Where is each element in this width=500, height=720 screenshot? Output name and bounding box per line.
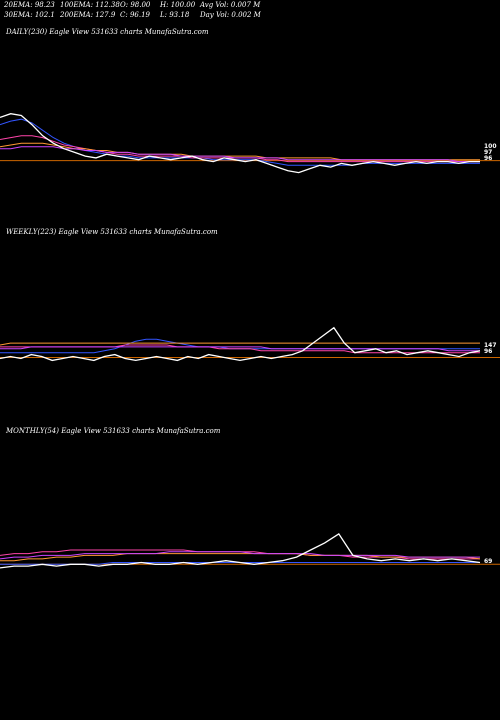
stat-avg-vol: Avg Vol: 0.007 M — [200, 1, 261, 9]
stat-30ema: 30EMA: 102.1 — [4, 11, 55, 19]
series-ema-orange — [0, 342, 480, 346]
stat-20ema: 20EMA: 98.23 — [4, 1, 55, 9]
stat-close: C: 96.19 — [120, 11, 150, 19]
series-price — [0, 113, 480, 174]
monthly-chart: 69 — [0, 533, 500, 569]
monthly-panel-label: MONTHLY(54) Eagle View 531633 charts Mun… — [6, 427, 221, 435]
price-tick-label: 100 — [484, 143, 497, 150]
stat-open: O: 98.00 — [120, 1, 151, 9]
stat-low: L: 93.18 — [160, 11, 190, 19]
price-tick-label: 69 — [484, 558, 492, 565]
price-tick-label: 147 — [484, 342, 497, 349]
daily-panel-label: DAILY(230) Eagle View 531633 charts Muna… — [6, 28, 209, 36]
weekly-panel-label: WEEKLY(223) Eagle View 531633 charts Mun… — [6, 228, 218, 236]
stat-day-vol: Day Vol: 0.002 M — [200, 11, 261, 19]
price-tick-label: 97 — [484, 149, 492, 156]
stat-200ema: 200EMA: 127.9 — [60, 11, 116, 19]
series-ema-purple — [0, 346, 480, 352]
price-tick-label: 96 — [484, 348, 492, 355]
price-tick-label: 96 — [484, 155, 492, 162]
series-ema-purple — [0, 146, 480, 163]
series-ema-purple — [0, 551, 480, 560]
series-price — [0, 326, 481, 362]
series-price — [0, 533, 481, 569]
series-ema-orange — [0, 553, 481, 562]
stat-100ema: 100EMA: 112.38 — [60, 1, 120, 9]
stat-high: H: 100.00 — [160, 1, 196, 9]
series-ema-blue — [0, 338, 480, 354]
